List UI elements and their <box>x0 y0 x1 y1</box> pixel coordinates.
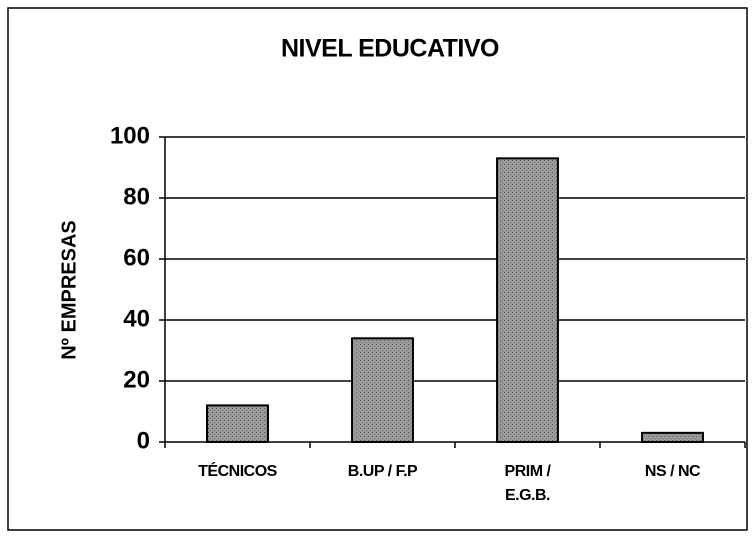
x-tick-label: TÉCNICOS <box>198 463 277 480</box>
y-tick-label: 0 <box>137 427 150 454</box>
bar <box>206 404 269 443</box>
y-tick-label: 80 <box>123 183 150 210</box>
x-tick-label: PRIM / E.G.B. <box>504 463 551 504</box>
y-tick-label: 20 <box>123 366 150 393</box>
y-tick-label: 40 <box>123 305 150 332</box>
y-tick-label: 60 <box>123 244 150 271</box>
bar <box>496 157 559 443</box>
y-axis-label: Nº EMPRESAS <box>58 220 80 360</box>
chart-title: NIVEL EDUCATIVO <box>281 35 499 63</box>
x-tick-label: NS / NC <box>644 463 701 480</box>
frame <box>7 7 748 531</box>
bar <box>351 337 414 443</box>
x-tick-label: B.UP / F.P <box>347 463 418 480</box>
y-tick-label: 100 <box>110 122 150 149</box>
bar <box>641 431 704 444</box>
